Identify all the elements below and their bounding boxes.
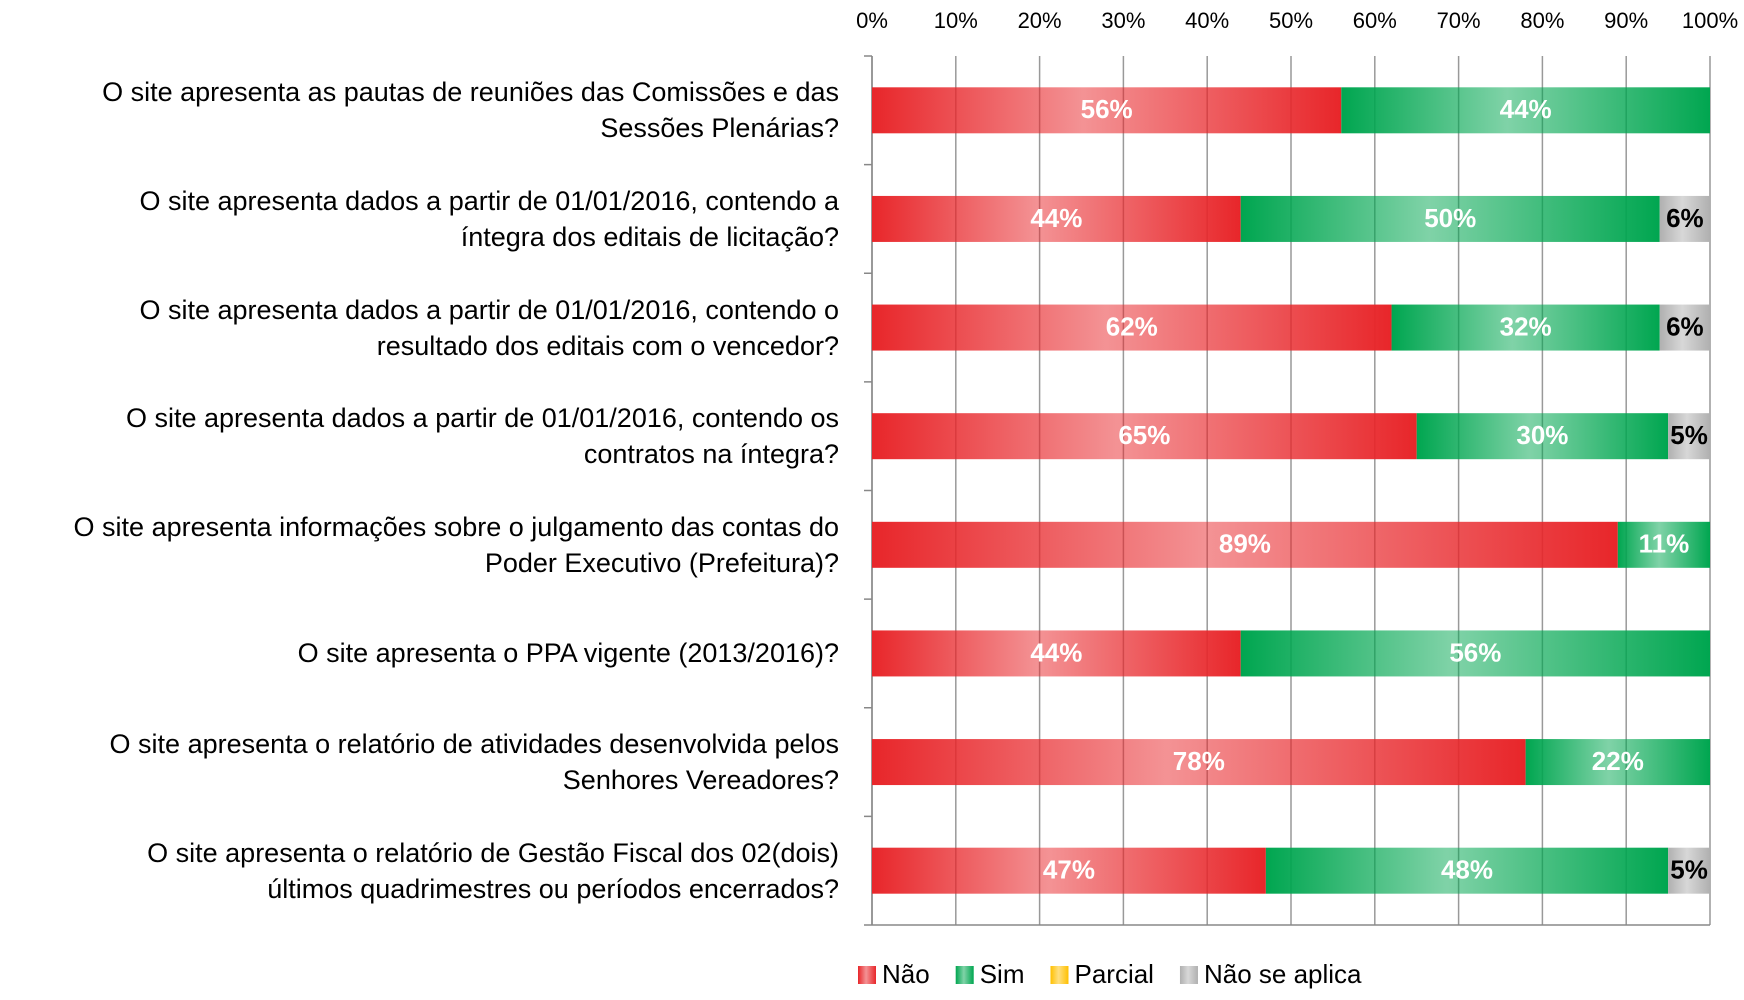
data-label: 6%	[1666, 203, 1704, 233]
data-label: 5%	[1670, 420, 1708, 450]
bar-segment	[872, 739, 1526, 786]
legend-label: Não	[882, 959, 930, 989]
data-label: 6%	[1666, 311, 1704, 341]
bar-segment	[872, 847, 1266, 894]
bar-segment	[1265, 847, 1669, 894]
x-tick-label: 70%	[1437, 8, 1481, 33]
x-tick-label: 90%	[1604, 8, 1648, 33]
legend-swatch	[1050, 966, 1069, 984]
data-label: 44%	[1030, 203, 1082, 233]
data-label: 48%	[1441, 855, 1493, 885]
data-label: 47%	[1043, 855, 1095, 885]
x-tick-label: 50%	[1269, 8, 1313, 33]
legend-label: Parcial	[1074, 959, 1153, 989]
category-label: O site apresenta o relatório de Gestão F…	[147, 837, 839, 904]
category-label: O site apresenta dados a partir de 01/01…	[126, 403, 839, 470]
bar-segment	[872, 630, 1241, 677]
data-label: 22%	[1592, 746, 1644, 776]
x-tick-label: 80%	[1520, 8, 1564, 33]
data-label: 89%	[1219, 529, 1271, 559]
bar-segment	[1416, 413, 1669, 460]
category-label: O site apresenta o PPA vigente (2013/201…	[297, 638, 839, 669]
x-tick-label: 40%	[1185, 8, 1229, 33]
bar-segment	[1668, 413, 1710, 460]
data-label: 5%	[1670, 855, 1708, 885]
bar-segment	[1659, 304, 1710, 351]
category-label: O site apresenta o relatório de atividad…	[109, 729, 839, 796]
bar-segment	[1617, 521, 1710, 568]
x-tick-label: 30%	[1101, 8, 1145, 33]
bar-segment	[872, 195, 1241, 242]
legend: Não Sim Parcial Não se aplica	[858, 959, 1362, 989]
data-label: 56%	[1449, 637, 1501, 667]
x-tick-label: 10%	[934, 8, 978, 33]
data-label: 56%	[1081, 94, 1133, 124]
category-label: O site apresenta as pautas de reuniões d…	[102, 77, 839, 144]
data-label: 44%	[1030, 637, 1082, 667]
bar-segment	[1240, 630, 1710, 677]
legend-label: Não se aplica	[1204, 959, 1362, 989]
category-label: O site apresenta informações sobre o jul…	[73, 511, 839, 578]
x-tick-label: 0%	[856, 8, 888, 33]
bar-segment	[872, 521, 1618, 568]
legend-swatch	[858, 966, 876, 984]
legend-label: Sim	[980, 959, 1025, 989]
data-label: 65%	[1118, 420, 1170, 450]
data-label: 30%	[1516, 420, 1568, 450]
legend-swatch	[955, 966, 974, 984]
category-label: O site apresenta dados a partir de 01/01…	[139, 185, 840, 252]
bar-segment	[1668, 847, 1710, 894]
bar-segment	[1659, 195, 1710, 242]
bar-segment	[1391, 304, 1660, 351]
bar-segment	[1240, 195, 1660, 242]
bar-segment	[1525, 739, 1710, 786]
data-label: 32%	[1500, 311, 1552, 341]
data-label: 11%	[1639, 529, 1690, 559]
bar-segment	[872, 87, 1342, 134]
category-label: O site apresenta dados a partir de 01/01…	[139, 294, 840, 361]
x-tick-label: 20%	[1018, 8, 1062, 33]
bar-segment	[872, 413, 1417, 460]
bar-segment	[1341, 87, 1710, 134]
data-label: 78%	[1173, 746, 1225, 776]
data-label: 50%	[1424, 203, 1476, 233]
x-tick-label: 60%	[1353, 8, 1397, 33]
x-tick-label: 100%	[1682, 8, 1738, 33]
bar-segment	[872, 304, 1392, 351]
data-label: 62%	[1106, 311, 1158, 341]
data-label: 44%	[1500, 94, 1552, 124]
legend-swatch	[1179, 966, 1198, 984]
